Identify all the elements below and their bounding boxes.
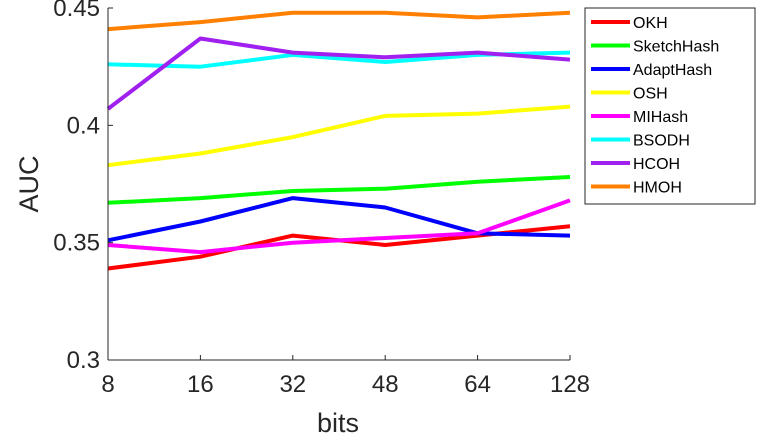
y-tick-label: 0.35 [53, 230, 100, 257]
x-tick-label: 48 [372, 371, 399, 398]
legend-label-okh: OKH [633, 15, 668, 32]
series-line-osh [107, 104, 571, 168]
x-axis-title: bits [317, 408, 359, 438]
series-line-sketchhash [107, 175, 571, 205]
y-axis-title: AUC [14, 155, 44, 212]
legend-label-bsodh: BSODH [633, 133, 690, 150]
y-tick-label: 0.4 [67, 112, 100, 139]
axes: 8 16 32 48 64 128 0.3 0.35 0.4 0.45 [53, 0, 590, 398]
plot-area [106, 10, 571, 271]
legend-label-sketchhash: SketchHash [633, 39, 719, 56]
x-tick-label: 64 [464, 371, 491, 398]
y-tick-label: 0.3 [67, 347, 100, 374]
series-line-hcoh [106, 36, 571, 111]
legend-label-osh: OSH [633, 86, 668, 103]
legend-label-mihash: MIHash [633, 109, 688, 126]
legend: OKH SketchHash AdaptHash OSH MIHash BSODH HCOH… [584, 7, 756, 205]
legend-label-hmoh: HMOH [633, 180, 682, 197]
legend-label-adapthash: AdaptHash [633, 62, 712, 79]
x-tick-label: 8 [101, 371, 114, 398]
series-line-mihash [107, 198, 571, 255]
x-tick-label: 16 [187, 371, 214, 398]
y-tick-label: 0.45 [53, 0, 100, 22]
series-line-adapthash [107, 196, 571, 243]
legend-box [584, 7, 756, 205]
series-line-hmoh [107, 10, 571, 32]
x-tick-label: 32 [279, 371, 306, 398]
legend-label-hcoh: HCOH [633, 156, 680, 173]
x-tick-label: 128 [550, 371, 590, 398]
